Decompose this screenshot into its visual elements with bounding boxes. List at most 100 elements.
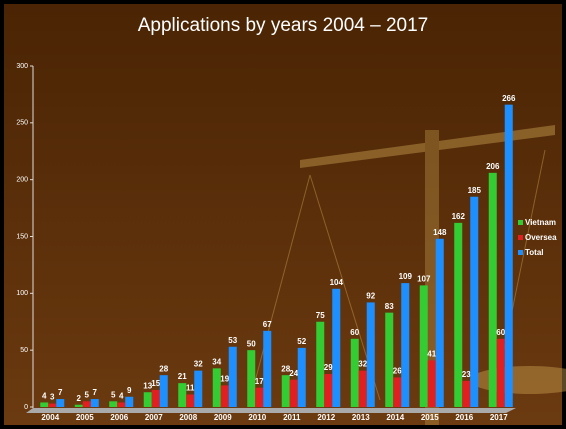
bar	[255, 387, 264, 407]
y-tick-label: 100	[16, 290, 28, 297]
y-tick-label: 0	[24, 404, 28, 411]
bar	[435, 238, 444, 407]
data-label: 266	[502, 94, 516, 103]
x-tick-label: 2005	[76, 413, 94, 422]
legend-label: Total	[525, 248, 544, 257]
x-tick-label: 2004	[41, 413, 59, 422]
data-label: 32	[358, 360, 367, 369]
legend-swatch	[518, 235, 523, 240]
bar	[220, 385, 229, 407]
bar	[496, 338, 505, 407]
bar	[263, 330, 272, 407]
data-label: 75	[316, 311, 325, 320]
bar	[48, 403, 57, 407]
data-label: 26	[393, 367, 402, 376]
data-label: 52	[297, 337, 306, 346]
y-tick-label: 50	[20, 347, 28, 354]
legend-label: Oversea	[525, 233, 557, 242]
bar	[247, 350, 256, 407]
bar	[228, 346, 237, 407]
bar	[401, 283, 410, 407]
legend-label: Vietnam	[525, 218, 556, 227]
data-label: 7	[93, 388, 98, 397]
bar	[332, 288, 341, 407]
bar	[324, 374, 333, 407]
data-label: 3	[50, 393, 55, 402]
bar	[117, 402, 126, 407]
data-label: 13	[143, 381, 152, 390]
bar	[504, 104, 513, 407]
data-label: 32	[194, 360, 203, 369]
bar	[427, 360, 436, 407]
data-label: 5	[111, 390, 116, 399]
data-label: 24	[289, 369, 298, 378]
bar	[186, 394, 195, 407]
chart-title: Applications by years 2004 – 2017	[138, 15, 428, 36]
data-label: 162	[452, 212, 466, 221]
bar	[151, 389, 160, 407]
data-label: 4	[119, 392, 124, 401]
bar	[194, 370, 203, 407]
bar	[316, 321, 325, 407]
bar	[40, 402, 49, 407]
x-tick-label: 2012	[317, 413, 335, 422]
x-tick-label: 2017	[490, 413, 508, 422]
bar	[289, 379, 298, 407]
data-label: 28	[159, 364, 168, 373]
data-label: 19	[220, 375, 229, 384]
y-tick-label: 200	[16, 177, 28, 184]
data-label: 23	[462, 370, 471, 379]
bar	[385, 312, 394, 407]
data-label: 5	[85, 390, 90, 399]
data-label: 104	[330, 278, 344, 287]
bar	[178, 383, 187, 407]
bar	[74, 404, 83, 407]
x-tick-label: 2007	[145, 413, 163, 422]
bar	[470, 196, 479, 407]
data-label: 21	[178, 372, 187, 381]
x-tick-label: 2016	[455, 413, 473, 422]
bar	[366, 302, 375, 407]
bar	[125, 396, 134, 407]
data-label: 11	[186, 384, 195, 393]
bar	[82, 401, 91, 407]
data-label: 67	[263, 320, 272, 329]
x-tick-label: 2009	[214, 413, 232, 422]
data-label: 41	[427, 350, 436, 359]
y-tick-label: 150	[16, 233, 28, 240]
x-tick-label: 2015	[421, 413, 439, 422]
bar	[462, 380, 471, 407]
data-label: 109	[399, 272, 413, 281]
data-label: 29	[324, 363, 333, 372]
data-label: 9	[127, 386, 132, 395]
x-axis-floor	[26, 408, 516, 413]
x-tick-label: 2014	[386, 413, 404, 422]
bar	[212, 368, 221, 407]
bar	[143, 392, 152, 407]
data-label: 83	[385, 302, 394, 311]
data-label: 107	[417, 274, 431, 283]
data-label: 60	[496, 328, 505, 337]
x-tick-label: 2013	[352, 413, 370, 422]
background	[4, 4, 562, 425]
data-label: 53	[228, 336, 237, 345]
bar	[419, 285, 428, 407]
bar	[109, 401, 118, 407]
x-tick-label: 2010	[248, 413, 266, 422]
data-label: 92	[366, 292, 375, 301]
y-tick-label: 300	[16, 63, 28, 70]
data-label: 28	[281, 364, 290, 373]
bar	[297, 347, 306, 407]
data-label: 50	[247, 339, 256, 348]
data-label: 4	[42, 392, 47, 401]
x-tick-label: 2006	[110, 413, 128, 422]
data-label: 34	[212, 357, 221, 366]
bar	[56, 399, 65, 407]
data-label: 148	[433, 228, 447, 237]
y-tick-label: 250	[16, 120, 28, 127]
data-label: 2	[77, 394, 82, 403]
legend-swatch	[518, 220, 523, 225]
bar	[358, 370, 367, 407]
data-label: 185	[468, 186, 482, 195]
